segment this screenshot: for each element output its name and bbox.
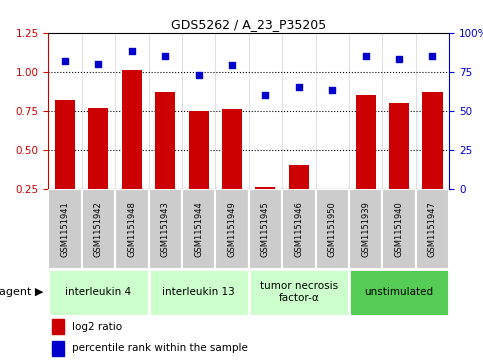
Bar (155, 92, 175, 189)
Bar (249, 269, 349, 316)
Bar (48, 189, 82, 269)
Bar (256, 187, 275, 189)
Bar (215, 189, 249, 269)
Point (61, 58, 69, 64)
Bar (115, 189, 149, 269)
Bar (383, 189, 416, 269)
Text: log2 ratio: log2 ratio (71, 322, 122, 332)
Point (262, 92, 270, 98)
Text: GSM1151950: GSM1151950 (328, 201, 337, 257)
Bar (222, 109, 242, 189)
Text: GSM1151944: GSM1151944 (194, 201, 203, 257)
Bar (149, 269, 249, 316)
Bar (315, 189, 349, 269)
Bar (88, 107, 109, 189)
Point (428, 53, 436, 59)
Bar (416, 189, 449, 269)
Point (95, 61, 102, 67)
Bar (389, 103, 409, 189)
Text: GSM1151947: GSM1151947 (428, 201, 437, 257)
Point (195, 72, 202, 78)
Point (161, 53, 169, 59)
Bar (122, 70, 142, 189)
Text: percentile rank within the sample: percentile rank within the sample (71, 343, 247, 354)
Bar (189, 111, 209, 189)
Bar (149, 189, 182, 269)
Text: GSM1151946: GSM1151946 (294, 201, 303, 257)
Title: GDS5262 / A_23_P35205: GDS5262 / A_23_P35205 (171, 19, 327, 32)
Text: GSM1151939: GSM1151939 (361, 201, 370, 257)
Text: GSM1151941: GSM1151941 (60, 201, 70, 257)
Text: GSM1151948: GSM1151948 (128, 201, 136, 257)
Text: GSM1151940: GSM1151940 (395, 201, 404, 257)
Text: agent ▶: agent ▶ (0, 287, 43, 297)
Point (295, 85, 303, 90)
Bar (52, 340, 64, 356)
Bar (182, 189, 215, 269)
Text: tumor necrosis
factor-α: tumor necrosis factor-α (260, 281, 338, 303)
Point (228, 62, 236, 68)
Point (328, 87, 336, 93)
Text: GSM1151945: GSM1151945 (261, 201, 270, 257)
Text: GSM1151949: GSM1151949 (227, 201, 237, 257)
Bar (355, 95, 376, 189)
Point (362, 53, 369, 59)
Bar (349, 189, 383, 269)
Text: GSM1151942: GSM1151942 (94, 201, 103, 257)
Bar (55, 100, 75, 189)
Text: unstimulated: unstimulated (365, 287, 434, 297)
Text: GSM1151943: GSM1151943 (161, 201, 170, 257)
Bar (423, 92, 442, 189)
Bar (52, 319, 64, 334)
Bar (349, 269, 449, 316)
Bar (249, 189, 282, 269)
Point (128, 49, 136, 54)
Bar (82, 189, 115, 269)
Point (395, 56, 403, 62)
Bar (289, 166, 309, 189)
Text: interleukin 13: interleukin 13 (162, 287, 235, 297)
Text: interleukin 4: interleukin 4 (65, 287, 131, 297)
Bar (282, 189, 315, 269)
Bar (48, 269, 149, 316)
